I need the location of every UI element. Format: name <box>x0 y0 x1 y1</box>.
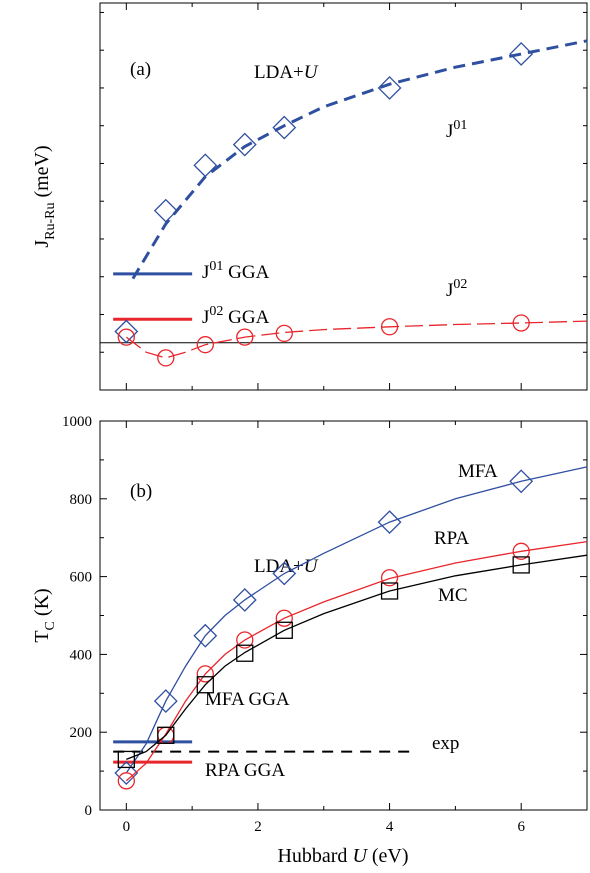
series-label-j02: J02 <box>446 277 467 301</box>
series-line-rpa <box>125 540 588 782</box>
series-label-j01: J01 <box>446 118 467 142</box>
data-point-square <box>117 750 135 769</box>
series-label-mfa: MFA <box>458 461 498 482</box>
panel-a-ticks <box>100 3 588 391</box>
data-point-circle <box>275 324 293 343</box>
y-tick-label: 200 <box>70 725 93 741</box>
reference-label-01-rest: GGA <box>223 262 269 283</box>
data-point-square <box>196 676 214 694</box>
series-line-mfa <box>125 466 588 774</box>
series-label-j02-base: J <box>446 280 453 301</box>
data-point-diamond <box>232 588 257 612</box>
data-point-diamond <box>377 510 402 535</box>
panel-b-letter: (b) <box>130 481 152 502</box>
reference-label-exp: exp <box>432 733 459 754</box>
panel-a-title-u: U <box>304 62 319 83</box>
series-label-rpa: RPA <box>434 528 469 549</box>
data-point-square <box>157 726 175 744</box>
data-point-diamond <box>509 469 534 494</box>
data-point-square <box>236 644 254 662</box>
panel-a-frame <box>99 2 588 391</box>
panel-b-title-text: LDA+ <box>254 556 304 577</box>
data-point-diamond <box>509 42 534 66</box>
data-point-diamond <box>377 76 402 100</box>
series-label-j01-sup: 01 <box>453 118 467 133</box>
y-axis-label: JRu-Ru (meV) <box>31 145 58 247</box>
y-axis-label-sub: C <box>43 621 58 630</box>
y-axis-label-sub: Ru-Ru <box>43 203 58 240</box>
data-point-circle <box>196 665 214 683</box>
reference-label-mfa-gga: MFA GGA <box>205 689 290 710</box>
data-point-diamond <box>232 132 257 157</box>
data-point-circle <box>236 631 254 649</box>
panel-b-ylabel: TC (K) <box>31 588 58 642</box>
data-point-circle <box>117 772 135 790</box>
y-axis-label-unit: (K) <box>31 588 53 621</box>
data-point-circle <box>380 318 399 336</box>
data-point-circle <box>512 542 530 560</box>
data-point-circle <box>157 349 175 367</box>
x-axis-label-unit: (eV) <box>367 845 409 867</box>
reference-label-02-rest: GGA <box>223 307 269 328</box>
y-axis-label-main: J <box>31 240 53 248</box>
x-axis-label: Hubbard U (eV) <box>277 845 408 867</box>
data-point-diamond <box>193 153 218 178</box>
reference-label-01: J01 GGA <box>202 259 270 283</box>
series-line-mc <box>126 554 588 761</box>
data-point-circle <box>196 336 214 354</box>
x-tick-label: 2 <box>254 819 262 835</box>
data-point-circle <box>512 314 530 332</box>
y-tick-label: 0 <box>85 803 93 819</box>
series-label-mc: MC <box>438 585 468 606</box>
panel-a-letter: (a) <box>130 59 151 80</box>
series-line-j02 <box>125 320 588 359</box>
data-point-square <box>380 582 399 600</box>
data-point-square <box>275 621 293 639</box>
reference-label-01-sup: 01 <box>209 259 223 274</box>
y-axis-label: TC (K) <box>31 588 58 642</box>
series-label-j01-base: J <box>446 121 453 142</box>
panel-a-title-text: LDA+ <box>254 62 304 83</box>
data-point-square <box>512 556 530 574</box>
data-point-circle <box>380 569 399 587</box>
data-point-circle <box>117 328 135 346</box>
x-tick-label: 0 <box>123 819 131 835</box>
panel-b-title: LDA+U <box>254 556 319 577</box>
y-tick-label: 1000 <box>62 414 92 430</box>
y-tick-label: 800 <box>70 492 93 508</box>
x-tick-label: 4 <box>386 819 394 835</box>
series-line-j01 <box>131 39 588 280</box>
y-axis-label-unit: (meV) <box>31 145 53 202</box>
series-label-j02-sup: 02 <box>453 277 467 292</box>
x-axis-label-italic: U <box>352 845 368 867</box>
panel-b-plot: MFA RPA MC MFA GGA RPA GGA exp <box>113 461 588 790</box>
reference-label-01-base: J <box>202 262 209 283</box>
reference-label-02: J02 GGA <box>202 304 270 328</box>
panel-b-ticks: 0 200 400 600 800 1000 0 2 4 6 <box>62 414 588 835</box>
panel-a-ylabel: JRu-Ru (meV) <box>31 145 58 247</box>
data-point-diamond <box>153 689 178 713</box>
data-point-diamond <box>272 115 297 140</box>
reference-label-02-base: J <box>202 307 209 328</box>
y-tick-label: 600 <box>70 570 93 586</box>
data-point-diamond <box>272 561 297 586</box>
y-axis-label-main: T <box>31 630 53 642</box>
y-tick-label: 400 <box>70 647 93 663</box>
x-axis-label-main: Hubbard <box>277 845 352 867</box>
data-point-circle <box>275 609 293 627</box>
data-point-diamond <box>114 761 139 785</box>
reference-label-rpa-gga: RPA GGA <box>205 760 285 781</box>
data-point-diamond <box>193 623 218 648</box>
reference-label-02-sup: 02 <box>209 304 223 319</box>
x-tick-label: 6 <box>517 819 525 835</box>
panel-a-title: LDA+U <box>254 62 319 83</box>
data-point-circle <box>236 328 254 346</box>
data-point-diamond <box>114 319 139 344</box>
data-point-diamond <box>153 198 178 223</box>
